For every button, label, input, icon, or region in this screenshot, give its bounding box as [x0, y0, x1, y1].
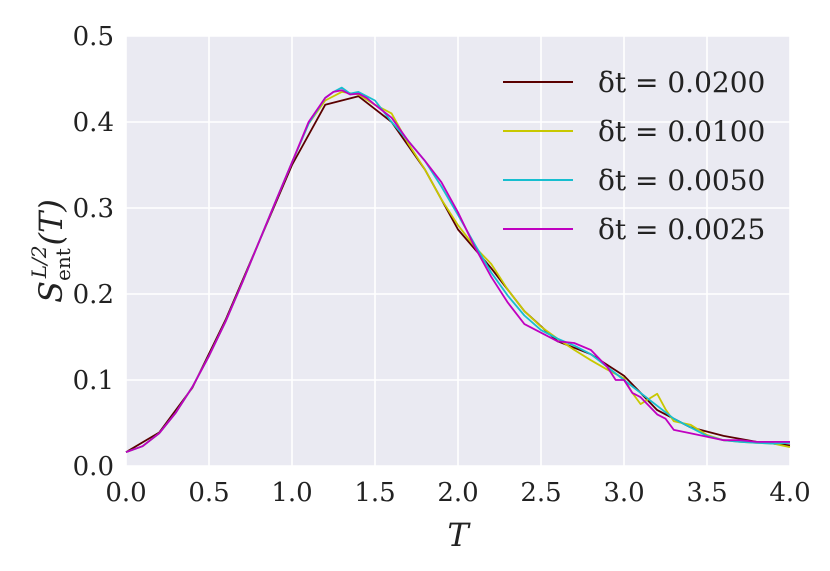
y-tick-label: 0.0: [73, 452, 114, 482]
y-axis-label: SentL/2(T): [27, 199, 75, 303]
grid: [125, 35, 791, 467]
legend: δt = 0.0200 δt = 0.0100 δt = 0.0050 δt = 0.…: [503, 66, 765, 246]
x-tick-label: 1.0: [271, 478, 312, 508]
series-layer: [125, 86, 791, 454]
y-tick-label: 0.1: [73, 366, 114, 396]
legend-label-2: δt = 0.0050: [598, 164, 765, 197]
x-tick-label: 0.5: [188, 478, 229, 508]
y-tick-label: 0.4: [73, 108, 114, 138]
x-axis-label: T: [447, 516, 471, 554]
x-tick-labels: 0.0 0.5 1.0 1.5 2.0 2.5 3.0 3.5 4.0: [105, 478, 810, 508]
y-axis-label-base: S: [32, 281, 70, 303]
x-tick-label: 3.5: [686, 478, 727, 508]
x-tick-label: 1.5: [354, 478, 395, 508]
svg-text:SentL/2(T): SentL/2(T): [27, 199, 75, 303]
y-axis-label-sub: ent: [51, 248, 75, 281]
x-tick-label: 0.0: [105, 478, 146, 508]
y-axis-label-arg: (T): [32, 199, 70, 245]
series-line-3: [125, 89, 790, 454]
y-axis-label-sup: L/2: [27, 245, 51, 279]
x-tick-label: 2.5: [520, 478, 561, 508]
y-tick-label: 0.3: [73, 194, 114, 224]
x-tick-label: 2.0: [437, 478, 478, 508]
legend-label-1: δt = 0.0100: [598, 115, 765, 148]
legend-label-3: δt = 0.0025: [598, 213, 765, 246]
y-tick-labels: 0.0 0.1 0.2 0.3 0.4 0.5: [73, 22, 114, 482]
y-tick-label: 0.5: [73, 22, 114, 52]
x-tick-label: 3.0: [603, 478, 644, 508]
legend-label-0: δt = 0.0200: [598, 66, 765, 99]
x-tick-label: 4.0: [769, 478, 810, 508]
y-tick-label: 0.2: [73, 280, 114, 310]
